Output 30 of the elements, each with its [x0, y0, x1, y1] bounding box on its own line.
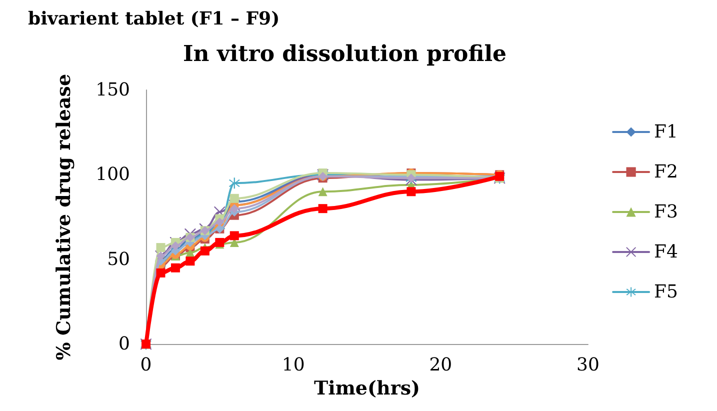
point [170, 263, 180, 272]
point [170, 241, 180, 250]
point [318, 204, 328, 214]
point [318, 187, 328, 196]
legend-label: F1 [654, 122, 678, 142]
point [156, 268, 166, 278]
y-tick-label: 100 [96, 164, 130, 186]
point [406, 187, 416, 196]
y-tick-label: 0 [118, 334, 130, 355]
legend-label: F4 [654, 242, 678, 262]
text: bivarient tablet (F1 – F9) [28, 8, 280, 30]
point [230, 231, 239, 240]
y-tick-label: 50 [107, 248, 130, 270]
x-tick-label: 20 [429, 354, 452, 376]
point [156, 243, 166, 252]
point [228, 178, 240, 189]
legend-label: F2 [654, 162, 678, 182]
x-tick-label: 0 [140, 354, 152, 376]
point [186, 256, 195, 266]
y-tick-label: 150 [96, 80, 130, 100]
x-tick-label: 30 [576, 354, 600, 376]
legend-label: F5 [654, 282, 678, 302]
point [230, 194, 239, 203]
chart-title: In vitro dissolution profile [183, 41, 507, 67]
y-axis-title: % Cumulative drug release [53, 74, 75, 360]
x-axis-title: Time(hrs) [314, 378, 420, 400]
point [230, 204, 239, 214]
point [200, 246, 210, 256]
legend-label: F3 [654, 202, 678, 222]
x-tick-label: 10 [282, 354, 305, 376]
